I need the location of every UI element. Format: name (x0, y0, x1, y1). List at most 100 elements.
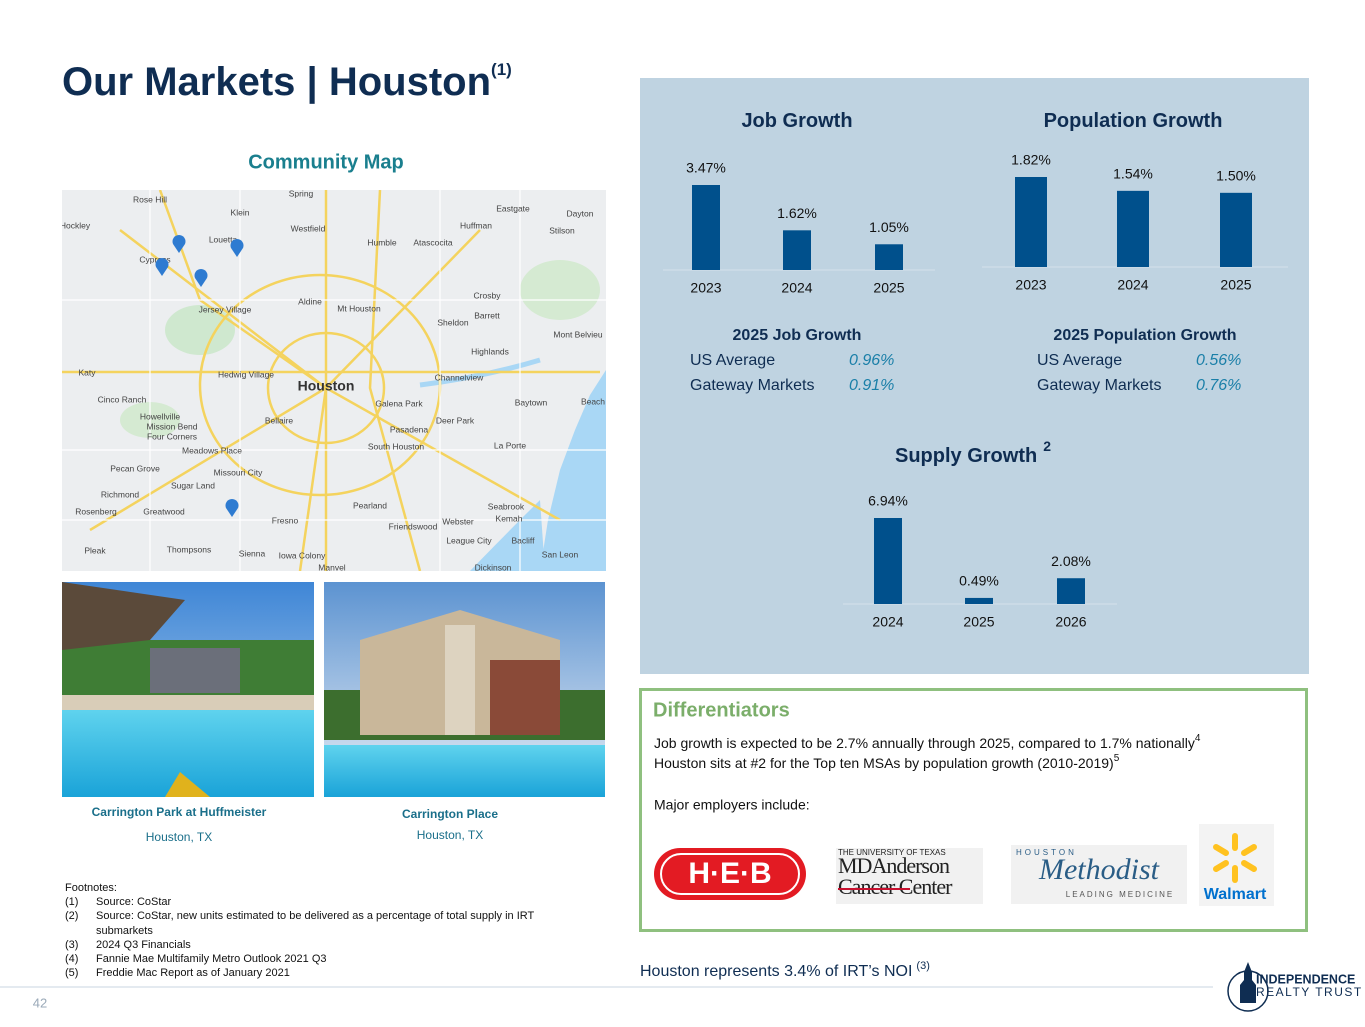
category-label: 2023 (690, 280, 721, 296)
map-label: Dickinson (475, 562, 512, 572)
footnote-text: Freddie Mac Report as of January 2021 (96, 967, 290, 980)
value-label: 3.47% (686, 160, 726, 176)
map-label: Pasadena (390, 424, 429, 434)
table-value: 0.96% (849, 352, 894, 369)
map: Rose Hill Spring Klein Eastgate Dayton Hockle… (60, 190, 606, 572)
table-title: 2025 Population Growth (1053, 327, 1236, 344)
methodist-text: LEADING MEDICINE (1066, 890, 1174, 899)
map-label: Bellaire (265, 415, 294, 425)
line-text: Job growth is expected to be 2.7% annual… (654, 735, 1195, 751)
footnote-num: (2) (65, 910, 79, 923)
map-label: Baytown (515, 397, 548, 407)
photo-tower (445, 625, 475, 735)
category-label: 2024 (1117, 277, 1148, 293)
pin (172, 235, 186, 253)
map-label: Houston (298, 378, 355, 394)
photo-water (324, 745, 605, 797)
map-label: Channelview (435, 372, 485, 382)
bar-chart: Population Growth 1.82% 2023 1.54% 2024 1.50%… (982, 110, 1288, 293)
map-label: Thompsons (167, 544, 211, 554)
table-title: 2025 Job Growth (733, 327, 862, 344)
bar-chart: Job Growth 3.47% 2023 1.62% 2024 1.05% 2025 (663, 110, 935, 296)
value-label: 1.54% (1113, 166, 1153, 182)
brand-text: INDEPENDENCE (1256, 972, 1355, 986)
bar (965, 597, 993, 604)
md-text: Cancer Center (838, 874, 953, 899)
logo-methodist: HOUSTON Methodist LEADING MEDICINE (1011, 845, 1187, 904)
value-label: 2.08% (1051, 553, 1091, 569)
footnote-text: Fannie Mae Multifamily Metro Outlook 202… (96, 953, 327, 966)
chart-title-text: Job Growth (741, 110, 852, 132)
footnote-num: (3) (65, 938, 79, 951)
footnote-text: 2024 Q3 Financials (96, 938, 191, 951)
map-label: Huffman (460, 220, 492, 230)
category-label: 2025 (873, 280, 904, 296)
tables: 2025 Job Growth US Average 0.96% Gateway Ma… (690, 327, 1241, 394)
chart-title: Supply Growth 2 (895, 438, 1051, 468)
bar (1057, 578, 1085, 604)
noi-sup: (3) (916, 960, 929, 972)
bar (875, 244, 903, 270)
charts: Job Growth3.47%20231.62%20241.05%2025Pop… (663, 110, 1288, 630)
value-label: 6.94% (868, 493, 908, 509)
differentiator-line: Houston sits at #2 for the Top ten MSAs … (654, 753, 1120, 771)
md-text: THE UNIVERSITY OF TEXAS (838, 848, 946, 857)
map-label: Seabrook (488, 501, 525, 511)
map-label: Friendswood (389, 521, 438, 531)
map-label: Crosby (474, 290, 502, 300)
map-label: Atascocita (413, 237, 452, 247)
category-label: 2025 (1220, 277, 1251, 293)
map-label: Mission Bend (146, 421, 197, 431)
map-label: Fresno (272, 515, 299, 525)
map-labels: Rose Hill Spring Klein Eastgate Dayton Hockle… (60, 190, 605, 572)
map-label: Westfield (291, 223, 326, 233)
map-label: Aldine (298, 296, 322, 306)
logo-walmart: Walmart (1199, 824, 1274, 906)
map-label: Klein (231, 207, 250, 217)
differentiator-line: Job growth is expected to be 2.7% annual… (654, 733, 1201, 751)
channel (419, 357, 541, 388)
category-label: 2024 (781, 280, 812, 296)
page-number: 42 (33, 995, 47, 1010)
map-title: Community Map (248, 151, 404, 173)
walmart-spark (1213, 833, 1257, 883)
table-label: Gateway Markets (690, 377, 814, 394)
table-value: 0.56% (1196, 352, 1241, 369)
brand-logo: INDEPENDENCE REALTY TRUST (1227, 962, 1363, 1012)
stats-panel (640, 78, 1309, 674)
map-label: Missouri City (214, 467, 263, 477)
table-label: US Average (690, 352, 775, 369)
brand-text: REALTY TRUST (1256, 985, 1363, 999)
bar (783, 230, 811, 270)
table-label: US Average (1037, 352, 1122, 369)
park (165, 305, 235, 355)
table-label: Gateway Markets (1037, 377, 1161, 394)
photo-brick (490, 660, 560, 735)
streets (62, 190, 606, 571)
map-label: Dayton (567, 208, 594, 218)
slide-title: Our Markets | Houston(1) (62, 60, 512, 104)
map-label: Humble (367, 237, 397, 247)
photo-umbrella (62, 582, 185, 650)
bar (1220, 192, 1252, 267)
footnote-num: (5) (65, 967, 79, 980)
logo-bg (836, 848, 983, 904)
category-label: 2023 (1015, 277, 1046, 293)
logo-md-anderson: THE UNIVERSITY OF TEXAS MDAnderson Cance… (836, 848, 983, 904)
map-label: Greatwood (143, 506, 185, 516)
footnote-num: (4) (65, 953, 79, 966)
photo-building (150, 648, 240, 693)
map-label: Rosenberg (75, 506, 117, 516)
map-label: Pleak (84, 545, 106, 555)
footnote: (2) Source: CoStar, new units estimated t… (65, 909, 585, 937)
photo-deck (62, 695, 314, 713)
map-label: Sienna (239, 548, 266, 558)
map-label: Mont Belvieu (553, 329, 602, 339)
map-label: Highlands (471, 346, 509, 356)
map-label: Bacliff (512, 535, 536, 545)
map-label: Hockley (60, 220, 91, 230)
value-label: 1.82% (1011, 152, 1051, 168)
title-note: (1) (491, 60, 512, 79)
